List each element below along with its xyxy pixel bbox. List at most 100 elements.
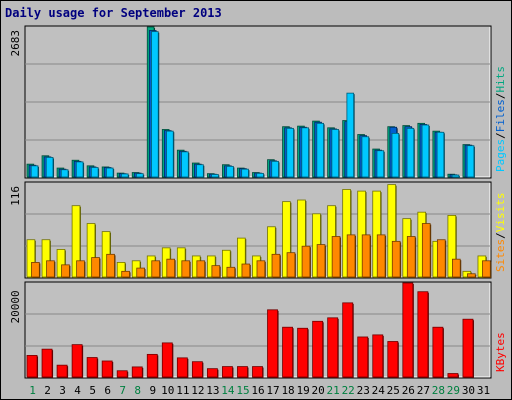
side-label: KBytes (494, 332, 507, 372)
side-label-separator: / (494, 93, 507, 100)
bar-kbytes-day-12 (191, 361, 203, 378)
bar-pages-day-27 (421, 124, 430, 178)
bar-kbytes-day-13 (206, 368, 218, 378)
bar-kbytes-day-2 (41, 348, 53, 378)
day-label-20: 20 (312, 384, 325, 397)
bar-kbytes-day-25 (387, 341, 399, 378)
bar-kbytes-day-6 (101, 360, 113, 378)
day-label-31: 31 (477, 384, 490, 397)
bar-pages-day-21 (331, 129, 340, 178)
bar-kbytes-day-8 (131, 366, 143, 378)
bar-visits-day-14 (222, 249, 231, 278)
side-label-sites: Sites (494, 239, 507, 272)
bar-pages-day-1 (30, 165, 39, 178)
bar-pages-day-12 (196, 164, 204, 178)
bar-kbytes-day-11 (176, 357, 188, 378)
bar-sites-day-19 (301, 245, 311, 278)
bar-kbytes-day-4 (71, 344, 83, 378)
day-label-15: 15 (236, 384, 249, 397)
day-label-29: 29 (447, 384, 460, 397)
bar-pages-day-15 (241, 168, 249, 178)
bar-sites-day-1 (31, 262, 40, 278)
bar-pages-day-4 (75, 161, 84, 178)
side-label-separator: / (494, 132, 507, 139)
bar-sites-day-10 (166, 258, 176, 278)
bar-sites-day-7 (121, 270, 130, 278)
bar-visits-day-7 (116, 262, 126, 278)
bar-visits-day-24 (372, 190, 381, 278)
bar-sites-day-2 (46, 260, 55, 278)
bar-sites-day-21 (331, 236, 341, 278)
bar-kbytes-day-10 (161, 342, 173, 378)
day-label-10: 10 (161, 384, 174, 397)
bar-pages-day-18 (286, 127, 294, 178)
panel-middle: 116 Sites/Visits (9, 181, 507, 279)
bar-sites-day-6 (106, 253, 115, 278)
day-label-8: 8 (134, 384, 141, 397)
bar-pages-day-10 (166, 130, 174, 178)
bar-visits-day-4 (71, 205, 81, 278)
bar-visits-day-17 (267, 226, 276, 278)
bar-visits-day-2 (41, 239, 51, 278)
side-label-kbytes: KBytes (494, 332, 507, 372)
bar-visits-day-3 (56, 249, 66, 278)
bar-kbytes-day-18 (282, 326, 293, 378)
bar-pages-day-30 (466, 145, 475, 178)
bar-pages-day-28 (436, 131, 445, 178)
bar-sites-day-28 (436, 239, 446, 278)
bar-sites-day-15 (241, 263, 251, 278)
bar-visits-day-5 (86, 223, 96, 278)
bar-pages-day-2 (45, 157, 54, 178)
bar-kbytes-day-16 (252, 366, 263, 378)
day-label-14: 14 (221, 384, 235, 397)
bar-sites-day-17 (271, 253, 281, 278)
y-tick-label: 20000 (9, 290, 22, 323)
bar-kbytes-day-21 (327, 317, 339, 378)
bar-kbytes-day-15 (237, 366, 248, 378)
side-label-files: Files (494, 99, 507, 132)
bar-pages-day-6 (105, 167, 114, 178)
day-label-30: 30 (462, 384, 475, 397)
panel-bottom: 20000 KBytes (9, 281, 507, 379)
bar-kbytes-day-22 (342, 302, 354, 378)
bar-kbytes-day-7 (116, 370, 128, 378)
bar-pages-day-7 (121, 173, 129, 178)
bar-kbytes-day-28 (432, 326, 444, 378)
bar-visits-day-19 (297, 199, 306, 278)
day-label-19: 19 (296, 384, 309, 397)
bar-pages-day-17 (271, 160, 279, 178)
bar-pages-day-22 (346, 92, 355, 178)
bar-kbytes-day-24 (372, 334, 384, 378)
chart-title: Daily usage for September 2013 (5, 6, 222, 20)
bar-visits-day-15 (237, 237, 246, 278)
side-label: Pages/Files/Hits (494, 66, 507, 172)
day-label-27: 27 (417, 384, 430, 397)
day-label-7: 7 (119, 384, 126, 397)
day-label-2: 2 (44, 384, 51, 397)
y-tick-label: 116 (9, 186, 22, 206)
bar-sites-day-20 (316, 244, 326, 278)
bar-pages-day-9 (151, 31, 159, 178)
bar-pages-day-11 (181, 151, 189, 178)
bar-sites-day-24 (376, 234, 386, 278)
day-label-22: 22 (342, 384, 355, 397)
day-label-21: 21 (327, 384, 340, 397)
side-label-hits: Hits (494, 66, 507, 93)
bar-visits-day-29 (447, 215, 457, 278)
bar-sites-day-26 (406, 236, 416, 278)
bar-kbytes-day-29 (447, 373, 459, 378)
bar-pages-day-3 (60, 169, 69, 178)
day-label-23: 23 (357, 384, 370, 397)
bar-pages-day-14 (226, 165, 234, 178)
bar-sites-day-29 (452, 258, 461, 278)
day-label-5: 5 (89, 384, 96, 397)
bar-pages-day-20 (316, 122, 324, 178)
bar-kbytes-day-23 (357, 336, 369, 378)
side-label-visits: Visits (494, 193, 507, 233)
day-label-16: 16 (251, 384, 264, 397)
day-label-4: 4 (74, 384, 81, 397)
bar-visits-day-23 (357, 190, 366, 278)
